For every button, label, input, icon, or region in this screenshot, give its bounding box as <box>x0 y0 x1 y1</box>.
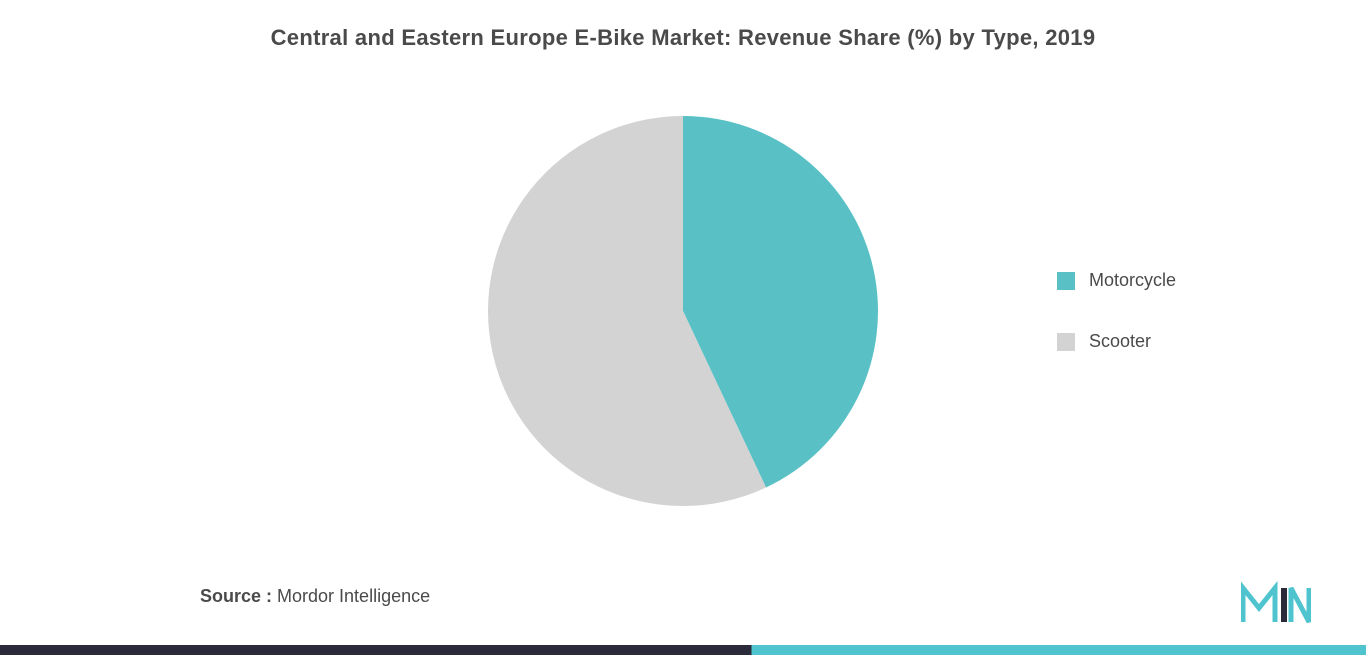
source-label: Source : <box>200 586 272 606</box>
source-text: Source : Mordor Intelligence <box>200 586 430 607</box>
legend-swatch-scooter <box>1057 333 1075 351</box>
chart-container: Central and Eastern Europe E-Bike Market… <box>0 0 1366 655</box>
chart-title: Central and Eastern Europe E-Bike Market… <box>40 25 1326 51</box>
legend: Motorcycle Scooter <box>1057 270 1176 352</box>
pie-svg <box>483 111 883 511</box>
logo-icon <box>1241 580 1311 625</box>
legend-label-motorcycle: Motorcycle <box>1089 270 1176 291</box>
legend-item-motorcycle: Motorcycle <box>1057 270 1176 291</box>
legend-swatch-motorcycle <box>1057 272 1075 290</box>
bottom-accent-bar <box>0 645 1366 655</box>
legend-item-scooter: Scooter <box>1057 331 1176 352</box>
chart-area: Motorcycle Scooter <box>40 81 1326 541</box>
pie-chart <box>483 111 883 511</box>
legend-label-scooter: Scooter <box>1089 331 1151 352</box>
brand-logo <box>1241 580 1311 625</box>
source-value: Mordor Intelligence <box>272 586 430 606</box>
